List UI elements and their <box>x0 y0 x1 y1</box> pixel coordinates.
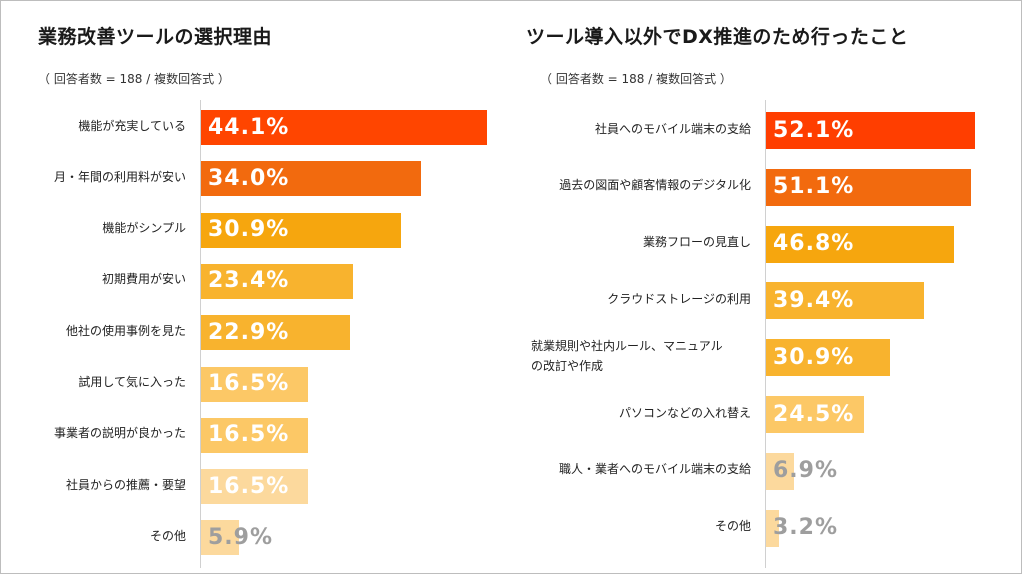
category-label: 試用して気に入った <box>78 375 186 389</box>
right-chart-title: ツール導入以外でDX推進のため行ったこと <box>526 26 909 48</box>
bar <box>766 282 925 320</box>
right-chart-subtitle: （ 回答者数 = 188 / 複数回答式 ） <box>540 72 732 86</box>
left-chart-panel: 業務改善ツールの選択理由 （ 回答者数 = 188 / 複数回答式 ） 機能が充… <box>0 0 505 576</box>
value-label: 5.9% <box>208 524 274 550</box>
category-label: クラウドストレージの利用 <box>607 291 751 306</box>
category-label: 月・年間の利用料が安い <box>53 169 186 184</box>
bar <box>201 110 487 145</box>
bar <box>201 520 240 556</box>
value-label: 44.1% <box>208 114 290 140</box>
bar <box>201 469 308 505</box>
value-label: 3.2% <box>773 515 839 541</box>
bar <box>201 366 308 402</box>
category-label: 業務フローの見直し <box>642 235 751 250</box>
value-label: 34.0% <box>208 165 290 191</box>
bar <box>201 315 350 351</box>
category-label: その他 <box>714 519 751 534</box>
right-bar-chart: 社員へのモバイル端末の支給 52.1% 過去の図面や顧客情報のデジタル化 51.1% 業… <box>512 0 1024 576</box>
category-label: 職人・業者へのモバイル端末の支給 <box>558 462 751 477</box>
bar <box>766 339 890 377</box>
bar <box>766 168 971 206</box>
category-label: 事業者の説明が良かった <box>53 426 186 441</box>
bar <box>766 225 954 263</box>
category-label: パソコンなどの入れ替え <box>618 405 751 420</box>
category-label: 社員からの推薦・要望 <box>65 477 186 492</box>
value-label: 24.5% <box>773 401 855 427</box>
category-label: 初期費用が安い <box>101 272 186 287</box>
bar <box>201 161 422 197</box>
bar <box>201 212 402 248</box>
bar <box>766 509 779 547</box>
left-chart-title: 業務改善ツールの選択理由 <box>38 26 273 48</box>
category-label: 過去の図面や顧客情報のデジタル化 <box>559 178 751 193</box>
value-label: 52.1% <box>773 117 855 143</box>
y-axis-line <box>200 100 201 568</box>
value-label: 51.1% <box>773 174 855 200</box>
bar <box>201 417 308 453</box>
category-label: 社員へのモバイル端末の支給 <box>594 121 751 136</box>
value-label: 16.5% <box>208 422 290 448</box>
value-label: 6.9% <box>773 458 839 484</box>
value-label: 39.4% <box>773 287 855 313</box>
value-label: 30.9% <box>773 344 855 370</box>
value-label: 16.5% <box>208 473 290 499</box>
value-label: 46.8% <box>773 231 855 257</box>
bar <box>766 396 865 433</box>
category-label: 他社の使用事例を見た <box>65 323 186 338</box>
left-bar-chart: 機能が充実している 44.1% 月・年間の利用料が安い 34.0% 機能がシンプル 30.… <box>0 0 505 576</box>
category-label: その他 <box>149 528 186 543</box>
y-axis-line <box>765 100 766 568</box>
bar <box>766 452 794 490</box>
value-label: 23.4% <box>208 268 290 294</box>
category-label: 機能がシンプル <box>102 221 186 236</box>
right-chart-panel: ツール導入以外でDX推進のため行ったこと （ 回答者数 = 188 / 複数回答… <box>512 0 1024 576</box>
value-label: 22.9% <box>208 319 290 345</box>
value-label: 16.5% <box>208 371 290 396</box>
value-label: 30.9% <box>208 217 290 243</box>
left-chart-subtitle: （ 回答者数 = 188 / 複数回答式 ） <box>38 72 230 86</box>
bar <box>201 263 353 299</box>
bar <box>766 112 975 149</box>
category-label: 機能が充実している <box>78 118 186 133</box>
category-label: 就業規則や社内ルール、マニュアル の改訂や作成 <box>531 338 723 373</box>
